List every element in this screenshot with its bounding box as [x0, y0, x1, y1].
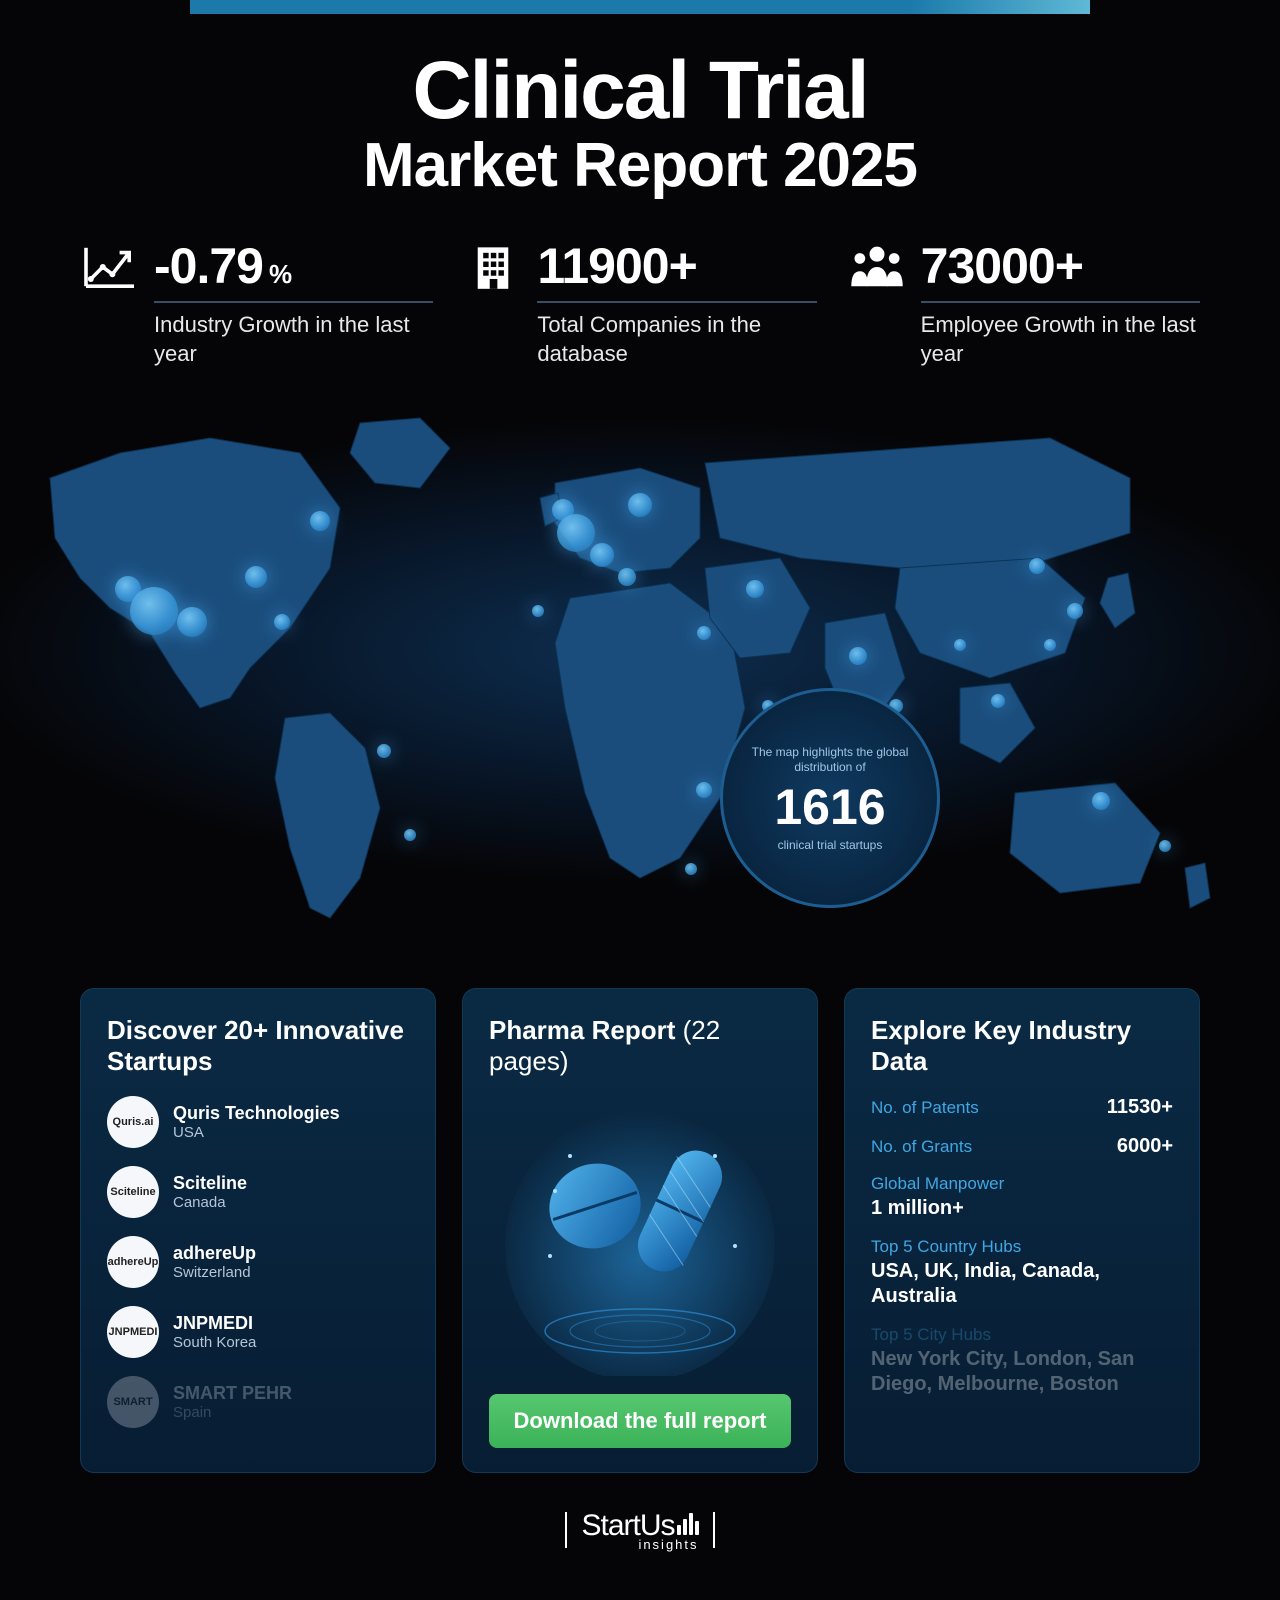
- map-hotspot: [1159, 840, 1171, 852]
- stat-1: 11900+ Total Companies in the database: [463, 241, 816, 368]
- startup-name: adhereUp: [173, 1243, 256, 1264]
- startups-list: Quris.ai Quris TechnologiesUSA Sciteline Sc…: [107, 1096, 409, 1428]
- startup-country: USA: [173, 1124, 340, 1141]
- map-badge-bottom: clinical trial startups: [778, 838, 883, 852]
- footer: StartUs insights: [80, 1509, 1200, 1552]
- map-hotspot: [377, 744, 391, 758]
- map-hotspot: [954, 639, 966, 651]
- stat-rule: [537, 301, 816, 303]
- stat-label: Global Manpower: [871, 1174, 1173, 1194]
- stat-label: Industry Growth in the last year: [154, 311, 433, 368]
- stat-value: -0.79: [154, 241, 263, 291]
- map-hotspot: [177, 607, 207, 637]
- title-line-2: Market Report 2025: [80, 130, 1200, 201]
- pharma-visual: [489, 1096, 791, 1376]
- startup-country: Canada: [173, 1194, 247, 1211]
- stat-value: 1 million+: [871, 1196, 1173, 1221]
- stat-label: Employee Growth in the last year: [921, 311, 1200, 368]
- stat-value: USA, UK, India, Canada, Australia: [871, 1259, 1173, 1309]
- startup-logo: Sciteline: [107, 1166, 159, 1218]
- card-industry-title: Explore Key Industry Data: [871, 1015, 1173, 1077]
- map-badge: The map highlights the global distributi…: [720, 688, 940, 908]
- stat-unit: %: [269, 259, 292, 290]
- stat-label: Top 5 Country Hubs: [871, 1237, 1173, 1257]
- startup-logo: Quris.ai: [107, 1096, 159, 1148]
- map-hotspot: [274, 614, 290, 630]
- industry-inline-stats: No. of Patents 11530+ No. of Grants 6000+: [871, 1096, 1173, 1158]
- card-startups: Discover 20+ Innovative Startups Quris.a…: [80, 988, 436, 1472]
- industry-block-stats: Global Manpower1 million+ Top 5 Country H…: [871, 1174, 1173, 1397]
- download-report-button[interactable]: Download the full report: [489, 1394, 791, 1448]
- card-startups-title: Discover 20+ Innovative Startups: [107, 1015, 409, 1077]
- map-hotspot: [532, 605, 544, 617]
- stat-value: New York City, London, San Diego, Melbou…: [871, 1347, 1173, 1397]
- industry-stat: Global Manpower1 million+: [871, 1174, 1173, 1221]
- industry-stat: Top 5 Country HubsUSA, UK, India, Canada…: [871, 1237, 1173, 1309]
- startup-item[interactable]: Quris.ai Quris TechnologiesUSA: [107, 1096, 409, 1148]
- startup-name: Quris Technologies: [173, 1103, 340, 1124]
- map-hotspot: [1029, 558, 1045, 574]
- map-hotspot: [628, 493, 652, 517]
- startup-item[interactable]: ScitelineScitelineCanada: [107, 1166, 409, 1218]
- map-hotspot: [849, 647, 867, 665]
- people-icon: [847, 243, 907, 291]
- building-icon: [463, 243, 523, 291]
- industry-stat: No. of Patents 11530+: [871, 1096, 1173, 1119]
- card-pharma-title: Pharma Report (22 pages): [489, 1015, 791, 1077]
- chart-up-icon: [80, 243, 140, 291]
- industry-stat: Top 5 City HubsNew York City, London, Sa…: [871, 1325, 1173, 1397]
- stat-value: 6000+: [1117, 1135, 1173, 1158]
- stats-row: -0.79% Industry Growth in the last year 11…: [80, 241, 1200, 368]
- stat-label: Total Companies in the database: [537, 311, 816, 368]
- stat-label: No. of Patents: [871, 1098, 979, 1118]
- startup-name: JNPMEDI: [173, 1313, 256, 1334]
- startup-item[interactable]: SMART SMART PEHRSpain: [107, 1376, 409, 1428]
- map-hotspot: [746, 580, 764, 598]
- top-accent-bar: [190, 0, 1090, 14]
- stat-rule: [154, 301, 433, 303]
- map-hotspot: [590, 543, 614, 567]
- stat-2: 73000+ Employee Growth in the last year: [847, 241, 1200, 368]
- page-title: Clinical Trial Market Report 2025: [80, 44, 1200, 201]
- map-hotspot: [991, 694, 1005, 708]
- map-badge-top: The map highlights the global distributi…: [743, 745, 917, 776]
- startup-country: Switzerland: [173, 1264, 256, 1281]
- startup-item[interactable]: JNPMEDIJNPMEDISouth Korea: [107, 1306, 409, 1358]
- startup-country: Spain: [173, 1404, 292, 1421]
- card-pharma-report: Pharma Report (22 pages): [462, 988, 818, 1472]
- bars-icon: [677, 1513, 699, 1535]
- map-hotspot: [404, 829, 416, 841]
- map-badge-number: 1616: [774, 778, 885, 836]
- map-hotspot: [685, 863, 697, 875]
- stat-label: No. of Grants: [871, 1137, 972, 1157]
- startup-item[interactable]: adhereUpadhereUpSwitzerland: [107, 1236, 409, 1288]
- card-industry-data: Explore Key Industry Data No. of Patents…: [844, 988, 1200, 1472]
- startup-name: Sciteline: [173, 1173, 247, 1194]
- startup-logo: adhereUp: [107, 1236, 159, 1288]
- cards-row: Discover 20+ Innovative Startups Quris.a…: [80, 988, 1200, 1472]
- startup-country: South Korea: [173, 1334, 256, 1351]
- footer-divider-left: [565, 1512, 567, 1548]
- stat-rule: [921, 301, 1200, 303]
- startup-logo: SMART: [107, 1376, 159, 1428]
- map-hotspot: [130, 587, 178, 635]
- stat-value: 11900+: [537, 241, 696, 291]
- stat-0: -0.79% Industry Growth in the last year: [80, 241, 433, 368]
- world-map: The map highlights the global distributi…: [0, 398, 1280, 958]
- footer-divider-right: [713, 1512, 715, 1548]
- title-line-1: Clinical Trial: [80, 44, 1200, 138]
- map-hotspot: [557, 514, 595, 552]
- footer-brand: StartUs insights: [581, 1509, 698, 1552]
- industry-stat: No. of Grants 6000+: [871, 1135, 1173, 1158]
- card-pharma-title-main: Pharma Report: [489, 1015, 675, 1045]
- map-hotspot: [1044, 639, 1056, 651]
- stat-value: 11530+: [1107, 1096, 1173, 1119]
- stat-value: 73000+: [921, 241, 1083, 291]
- startup-name: SMART PEHR: [173, 1383, 292, 1404]
- stat-label: Top 5 City Hubs: [871, 1325, 1173, 1345]
- startup-logo: JNPMEDI: [107, 1306, 159, 1358]
